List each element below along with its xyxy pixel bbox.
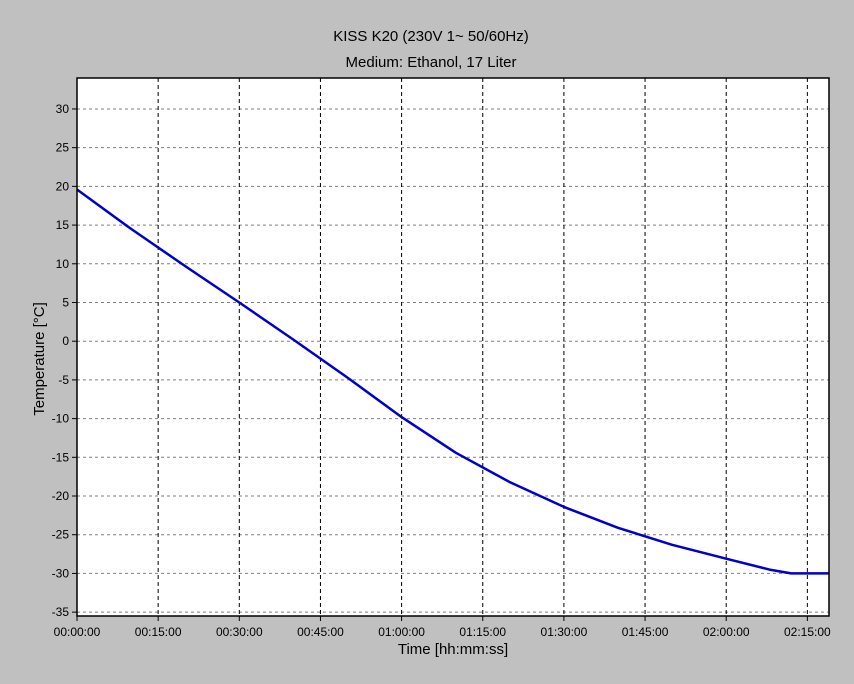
- x-tick-label: 00:30:00: [216, 625, 263, 639]
- chart-title: KISS K20 (230V 1~ 50/60Hz): [333, 28, 529, 45]
- y-tick-label: 30: [56, 102, 70, 116]
- y-tick-label: 5: [62, 295, 69, 309]
- series-line: [76, 188, 829, 575]
- x-axis-ticks: 00:00:00 00:15:00 00:30:00 00:45:00 01:00:00…: [54, 616, 831, 639]
- y-tick-label: -30: [52, 566, 70, 580]
- x-axis-label: Time [hh:mm:ss]: [398, 641, 508, 658]
- x-tick-label: 00:00:00: [54, 625, 101, 639]
- x-tick-label: 01:00:00: [378, 625, 425, 639]
- x-tick-label: 01:15:00: [459, 625, 506, 639]
- grid-lines: [76, 78, 829, 616]
- plot-background: [77, 78, 829, 616]
- y-tick-label: -25: [52, 528, 70, 542]
- series-layer: [76, 188, 829, 575]
- chart-subtitle: Medium: Ethanol, 17 Liter: [345, 54, 517, 71]
- x-tick-label: 02:00:00: [703, 625, 750, 639]
- y-tick-label: -5: [58, 373, 69, 387]
- y-tick-label: -35: [52, 605, 70, 619]
- x-tick-label: 01:45:00: [622, 625, 669, 639]
- y-axis-ticks: 30 25 20 15 10 5 0 -5 -10 -15 -20 -25 -30 -35: [52, 102, 77, 619]
- y-tick-label: 25: [56, 141, 70, 155]
- y-tick-label: -15: [52, 450, 70, 464]
- y-tick-label: 0: [62, 334, 69, 348]
- y-axis-label: Temperature [°C]: [31, 302, 48, 416]
- x-tick-label: 01:30:00: [541, 625, 588, 639]
- y-tick-label: -20: [52, 489, 70, 503]
- x-tick-label: 02:15:00: [784, 625, 831, 639]
- y-tick-label: 10: [56, 257, 70, 271]
- y-tick-label: 15: [56, 218, 70, 232]
- y-tick-label: 20: [56, 179, 70, 193]
- x-tick-label: 00:45:00: [297, 625, 344, 639]
- x-tick-label: 00:15:00: [135, 625, 182, 639]
- y-tick-label: -10: [52, 412, 70, 426]
- plot-frame: [76, 77, 830, 617]
